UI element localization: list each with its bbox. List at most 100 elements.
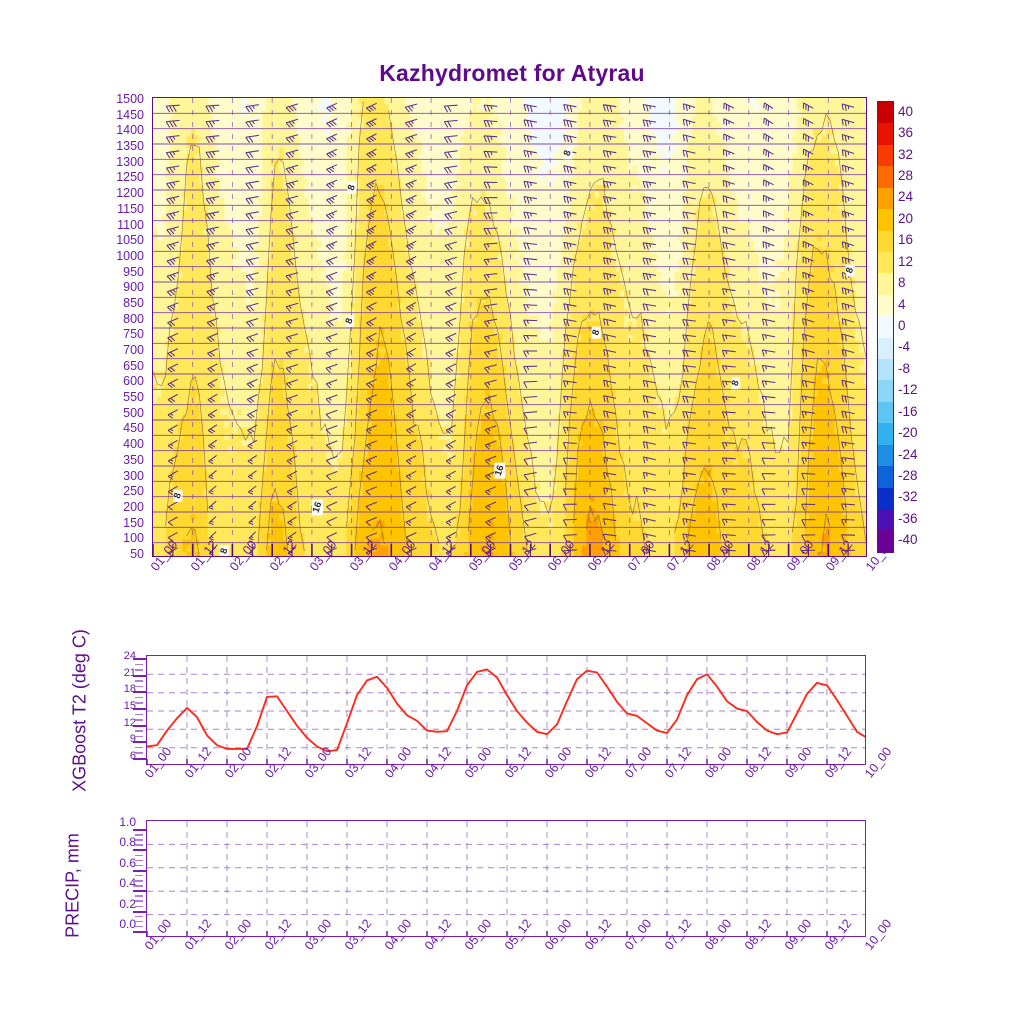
wind-barb-flag — [328, 229, 334, 234]
wind-barb-half-flag — [649, 258, 652, 263]
temperature-band — [666, 160, 672, 298]
wind-barb-flag — [286, 444, 292, 450]
wind-barb-half-flag — [212, 258, 216, 263]
colorbar-swatch — [878, 209, 893, 231]
wind-barb-half-flag — [172, 197, 176, 201]
wind-barb-shaft — [803, 179, 814, 186]
temperature-band — [539, 178, 545, 342]
wind-barb-flag — [205, 136, 210, 144]
temperature-band — [796, 259, 802, 466]
wind-barb-shaft — [802, 302, 815, 308]
temperature-band — [346, 514, 352, 522]
colorbar-tick-label: 32 — [898, 146, 914, 162]
temperature-band — [228, 421, 234, 447]
wind-barb-flag — [642, 150, 646, 158]
temperature-band — [615, 539, 621, 556]
wind-barb-flag — [645, 319, 649, 327]
temperature-band — [527, 315, 533, 454]
wind-barb-flag — [645, 288, 649, 296]
wind-barb-flag — [841, 119, 844, 126]
wind-barb-flag — [205, 213, 211, 220]
temperature-band — [552, 178, 558, 292]
wind-barb-flag — [483, 104, 487, 112]
axis-major-tick — [133, 691, 146, 694]
temperature-band — [161, 222, 167, 236]
wind-barb-flag — [371, 151, 377, 156]
temperature-band — [607, 383, 613, 485]
wind-barb-shaft — [208, 454, 217, 462]
temperature-band — [422, 98, 428, 174]
wind-barb-shaft — [285, 333, 299, 338]
wind-barb-flag — [721, 503, 726, 511]
temperature-band — [712, 197, 718, 205]
temperature-band — [308, 359, 314, 379]
wind-barb-flag — [682, 411, 686, 419]
temperature-band — [417, 98, 423, 143]
wind-barb-half-flag — [371, 227, 375, 231]
wind-barb-flag — [841, 488, 845, 495]
wind-barb-half-flag — [368, 397, 372, 401]
wind-barb-flag — [566, 120, 570, 127]
wind-barb-flag — [169, 197, 175, 204]
wind-barb-flag — [448, 382, 454, 387]
wind-barb-flag — [682, 365, 686, 373]
wind-barb-flag — [844, 411, 848, 419]
temperature-band — [548, 328, 554, 342]
temperature-band — [375, 352, 381, 360]
wind-barb-half-flag — [566, 381, 569, 385]
wind-barb-flag — [682, 227, 686, 234]
wind-barb-shaft — [285, 103, 299, 109]
wind-barb-flag — [245, 137, 251, 144]
wind-barb-half-flag — [688, 105, 691, 110]
temperature-band — [153, 390, 158, 404]
temperature-band — [354, 222, 360, 230]
wind-barb-flag — [841, 165, 844, 172]
wind-barb-shaft — [406, 317, 417, 324]
wind-barb-shaft — [603, 241, 617, 246]
wind-barb-flag — [721, 365, 726, 373]
wind-barb-flag — [406, 322, 412, 327]
temperature-band — [628, 340, 634, 497]
page-title: Kazhydromet for Atyrau — [379, 60, 645, 86]
wind-barb-flag — [208, 491, 214, 495]
wind-barb-flag — [645, 243, 649, 250]
wind-barb-shaft — [286, 379, 298, 385]
wind-barb-half-flag — [170, 428, 174, 432]
wind-barb-flag — [166, 291, 172, 297]
temperature-band — [632, 520, 638, 556]
wind-barb-shaft — [643, 349, 656, 353]
temperature-band — [220, 98, 226, 199]
temperature-band — [430, 520, 436, 528]
temperature-band — [649, 247, 655, 255]
wind-barb-half-flag — [408, 520, 412, 524]
temperature-band — [481, 191, 486, 199]
temperature-band — [489, 216, 495, 224]
wind-barb-flag — [205, 167, 211, 174]
temperature-band — [733, 197, 739, 317]
contour-label-text: 8 — [344, 317, 356, 325]
wind-barb-half-flag — [645, 472, 648, 477]
temperature-band — [220, 402, 226, 410]
temperature-band — [190, 98, 196, 130]
t2-y-axis: 24 21 18 15 12 9 6 — [104, 648, 140, 772]
temperature-band — [548, 520, 554, 528]
temperature-band — [375, 365, 381, 522]
wind-barb-flag — [405, 536, 411, 542]
wind-barb-flag — [685, 135, 689, 142]
wind-barb-half-flag — [487, 366, 491, 371]
temperature-band — [224, 439, 230, 556]
temperature-band — [565, 98, 571, 105]
temperature-band — [178, 278, 184, 422]
y-axis-tick-label: 15 — [123, 700, 136, 712]
wind-barb-flag — [685, 120, 688, 127]
temperature-band — [863, 98, 866, 112]
wind-barb-flag — [805, 273, 807, 280]
wind-barb-half-flag — [844, 519, 847, 524]
wind-barb-flag — [685, 243, 689, 250]
temperature-band — [548, 321, 554, 329]
temperature-band — [300, 98, 306, 161]
temperature-band — [426, 359, 432, 491]
temperature-band — [708, 477, 714, 485]
wind-barb-shaft — [166, 210, 180, 216]
temperature-band — [489, 520, 495, 528]
